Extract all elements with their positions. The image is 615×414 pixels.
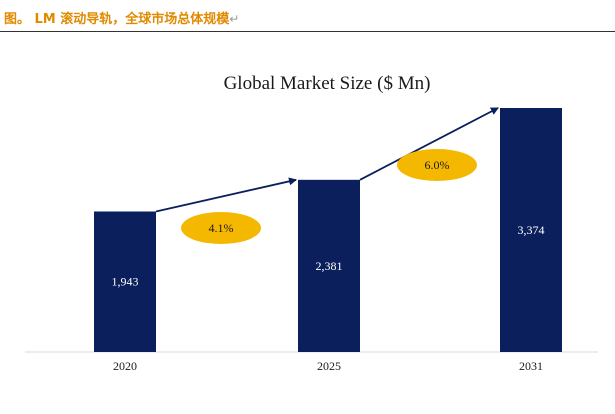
figure-caption-text: 图。 LM 滚动导轨，全球市场总体规模 (4, 12, 230, 27)
x-tick-2031: 2031 (519, 359, 543, 373)
chart-title: Global Market Size ($ Mn) (224, 73, 431, 94)
x-tick-2025: 2025 (317, 359, 341, 373)
bar-value-label-2025: 2,381 (316, 259, 343, 273)
cagr-arrow-2025-2031 (359, 107, 499, 181)
x-tick-labels: 2020 2025 2031 (113, 359, 543, 373)
cagr-bubble-2025-2031 (397, 149, 477, 181)
figure-caption: 图。 LM 滚动导轨，全球市场总体规模↵ (4, 8, 239, 27)
x-tick-2020: 2020 (113, 359, 137, 373)
return-mark-icon: ↵ (229, 12, 240, 26)
cagr-arrow-2020-2025 (155, 177, 297, 213)
bars-layer: 1,943 2,381 3,374 (94, 108, 562, 352)
bar-2031 (500, 108, 562, 352)
cagr-label-2020-2025: 4.1% (209, 221, 234, 235)
caption-divider (0, 31, 615, 32)
cagr-arrows-layer (155, 107, 499, 213)
bar-2020 (94, 211, 156, 352)
bar-2025 (298, 179, 360, 352)
bar-value-label-2031: 3,374 (518, 223, 545, 237)
bar-value-label-2020: 1,943 (112, 275, 139, 289)
cagr-bubble-2020-2025 (181, 212, 261, 244)
cagr-bubbles-layer: 4.1% 6.0% (181, 149, 477, 244)
cagr-label-2025-2031: 6.0% (425, 158, 450, 172)
